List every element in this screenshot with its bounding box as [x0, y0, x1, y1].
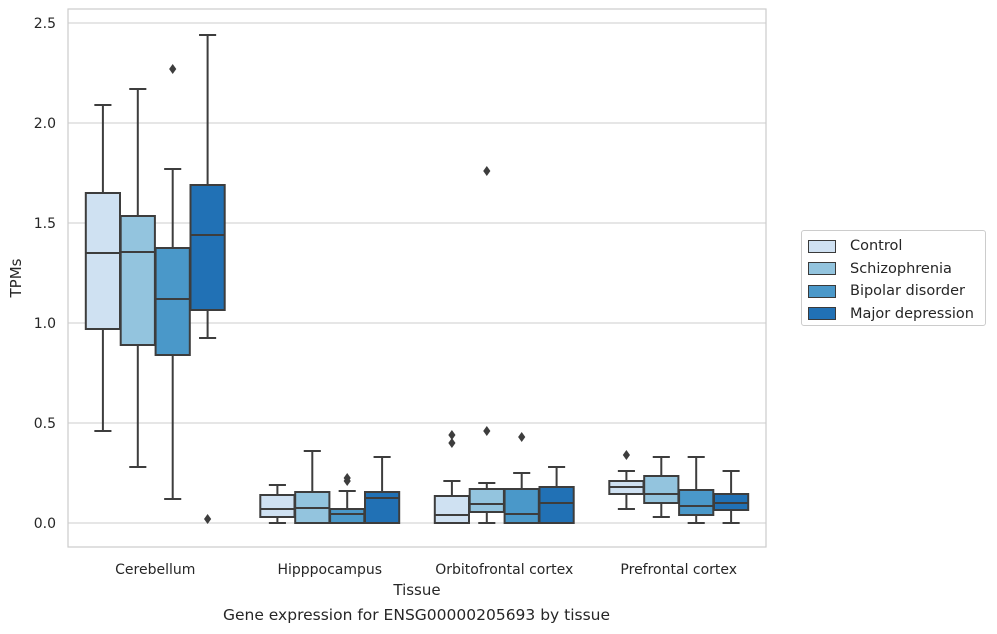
outlier-point — [204, 514, 212, 524]
legend-item: Control — [808, 235, 985, 258]
legend-label: Control — [850, 238, 903, 255]
legend-item: Schizophrenia — [808, 258, 985, 281]
box-schizophrenia-1 — [294, 450, 331, 524]
box-bipolar-disorder-0 — [154, 64, 191, 500]
x-axis-label: Tissue — [392, 581, 440, 599]
x-tick-label: Hipppocampus — [277, 562, 382, 578]
box-iqr — [643, 475, 680, 504]
y-tick-label: 2.0 — [34, 116, 56, 132]
box-control-3 — [608, 450, 645, 510]
legend-swatch — [808, 262, 836, 276]
box-schizophrenia-0 — [119, 88, 156, 468]
y-tick-label: 0.5 — [34, 416, 56, 432]
x-tick-labels: Cerebellum Hipppocampus Orbitofrontal cort… — [115, 562, 737, 578]
legend-swatch — [808, 239, 836, 253]
box-iqr — [119, 215, 156, 346]
y-tick-label: 1.5 — [34, 216, 56, 232]
y-tick-label: 0.0 — [34, 516, 56, 532]
box-bipolar-disorder-2 — [503, 432, 540, 524]
legend-label: Schizophrenia — [850, 260, 952, 277]
y-axis-label: TPMs — [7, 258, 25, 298]
outlier-point — [343, 473, 351, 483]
outlier-point — [483, 426, 491, 436]
y-tick-label: 2.5 — [34, 16, 56, 32]
outlier-point — [518, 432, 526, 442]
outlier-point — [169, 64, 177, 74]
legend-item: Bipolar disorder — [808, 280, 985, 303]
box-iqr — [468, 488, 505, 513]
chart-caption: Gene expression for ENSG00000205693 by t… — [222, 606, 611, 624]
box-major-depression-2 — [538, 466, 575, 524]
box-iqr — [259, 494, 296, 518]
box-major-depression-0 — [189, 34, 226, 524]
outlier-point — [448, 430, 456, 440]
box-iqr — [363, 491, 401, 524]
box-series — [84, 34, 750, 524]
box-iqr — [84, 192, 122, 330]
box-iqr — [154, 247, 191, 356]
legend: Control Schizophrenia Bipolar disorder Majo… — [801, 230, 986, 326]
x-tick-label: Orbitofrontal cortex — [435, 562, 573, 578]
box-bipolar-disorder-1 — [329, 473, 366, 524]
outlier-point — [448, 438, 456, 448]
box-iqr — [329, 508, 366, 524]
outlier-point — [483, 166, 491, 176]
box-iqr — [433, 495, 471, 524]
legend-item: Major depression — [808, 303, 985, 326]
y-tick-labels: 0.0 0.5 1.0 1.5 2.0 2.5 — [34, 16, 56, 532]
box-major-depression-1 — [363, 456, 401, 524]
legend-label: Bipolar disorder — [850, 283, 965, 300]
legend-swatch — [808, 307, 836, 321]
x-tick-label: Cerebellum — [115, 562, 195, 578]
box-iqr — [538, 486, 575, 524]
box-control-1 — [259, 484, 296, 524]
outlier-point — [622, 450, 630, 460]
x-tick-label: Prefrontal cortex — [620, 562, 737, 578]
legend-swatch — [808, 284, 836, 298]
box-bipolar-disorder-3 — [678, 456, 715, 524]
box-control-0 — [84, 104, 122, 432]
box-iqr — [503, 488, 540, 524]
box-schizophrenia-2 — [468, 166, 505, 524]
box-schizophrenia-3 — [643, 456, 680, 518]
plot-frame — [67, 8, 767, 548]
y-tick-label: 1.0 — [34, 316, 56, 332]
box-major-depression-3 — [712, 470, 750, 524]
box-control-2 — [433, 430, 471, 524]
box-iqr — [678, 489, 715, 516]
box-iqr — [189, 184, 226, 311]
legend-label: Major depression — [850, 305, 974, 322]
